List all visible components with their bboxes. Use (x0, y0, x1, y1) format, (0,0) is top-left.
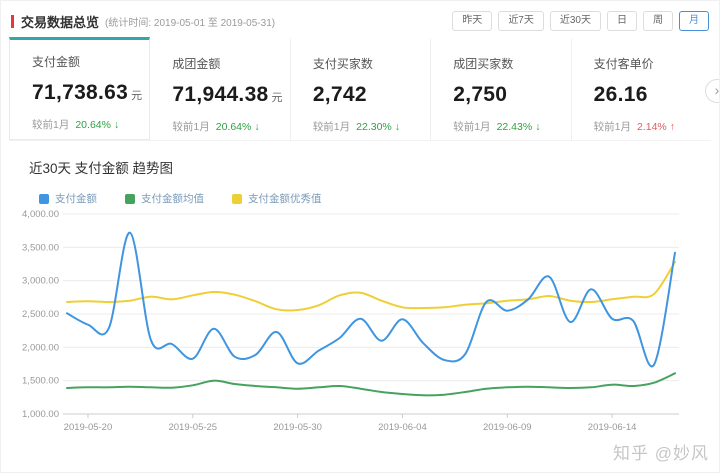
card-label: 支付客单价 (593, 57, 654, 71)
svg-text:2019-06-14: 2019-06-14 (588, 422, 637, 433)
chart-legend: 支付金额 支付金额均值 支付金额优秀值 (39, 191, 711, 206)
card-label: 支付金额 (32, 55, 81, 69)
svg-text:3,500.00: 3,500.00 (22, 242, 59, 253)
compare-label: 较前1月 (593, 121, 631, 133)
legend-swatch-blue (39, 193, 49, 204)
filter-last7days-button[interactable]: 近7天 (498, 11, 544, 31)
card-label: 成团买家数 (453, 57, 514, 71)
svg-text:2019-05-25: 2019-05-25 (168, 422, 217, 433)
svg-text:2019-06-09: 2019-06-09 (483, 422, 532, 433)
header: 交易数据总览 (统计时间: 2019-05-01 至 2019-05-31) 昨… (9, 9, 711, 33)
trend-down-icon: ↓ (394, 121, 401, 133)
title-accent-bar (11, 14, 14, 28)
trend-down-icon: ↓ (535, 121, 541, 133)
legend-swatch-green (125, 193, 135, 204)
compare-label: 较前1月 (32, 119, 70, 131)
svg-text:2019-05-20: 2019-05-20 (64, 422, 113, 433)
change-percent: 22.43% (496, 121, 533, 133)
svg-text:2,500.00: 2,500.00 (22, 309, 59, 320)
change-percent: 22.30% (356, 121, 392, 133)
card-value: 71,944.38 (172, 83, 269, 106)
svg-text:1,000.00: 1,000.00 (22, 409, 59, 420)
stat-cards-row: 支付金额 71,738.63 元 较前1月 20.64% ↓ 成团金额 71,944.… (9, 37, 711, 141)
legend-label: 支付金额 (55, 193, 97, 205)
legend-item-payment-amount[interactable]: 支付金额 (39, 191, 97, 206)
time-filter-group: 昨天 近7天 近30天 日 周 月 (446, 11, 709, 31)
card-value: 2,742 (312, 83, 367, 106)
svg-text:2019-05-30: 2019-05-30 (273, 422, 322, 433)
svg-text:4,000.00: 4,000.00 (22, 209, 59, 220)
legend-label: 支付金额均值 (141, 193, 204, 205)
card-label: 成团金额 (172, 57, 221, 71)
trend-down-icon: ↓ (113, 119, 120, 131)
card-paying-buyers[interactable]: 支付买家数 2,742 较前1月 22.30% ↓ (291, 37, 432, 140)
card-avg-order-value[interactable]: 支付客单价 26.16 较前1月 2.14% ↑ (572, 37, 711, 140)
change-percent: 20.64% (215, 121, 252, 133)
card-value: 2,750 (453, 83, 508, 106)
card-value: 26.16 (593, 83, 648, 106)
card-group-buyers[interactable]: 成团买家数 2,750 较前1月 22.43% ↓ (431, 37, 572, 140)
filter-last30days-button[interactable]: 近30天 (549, 11, 601, 31)
card-unit: 元 (131, 90, 143, 102)
card-payment-amount[interactable]: 支付金额 71,738.63 元 较前1月 20.64% ↓ (9, 37, 151, 140)
trend-down-icon: ↓ (254, 121, 260, 133)
svg-text:3,000.00: 3,000.00 (22, 276, 59, 287)
svg-text:1,500.00: 1,500.00 (22, 376, 59, 387)
change-percent: 2.14% (636, 121, 667, 133)
filter-month-button[interactable]: 月 (679, 11, 709, 31)
trend-up-icon: ↑ (669, 121, 675, 133)
card-unit: 元 (271, 92, 283, 104)
card-label: 支付买家数 (312, 57, 373, 71)
compare-label: 较前1月 (312, 121, 351, 133)
card-group-amount[interactable]: 成团金额 71,944.38 元 较前1月 20.64% ↓ (150, 37, 291, 140)
legend-swatch-yellow (232, 193, 242, 204)
compare-label: 较前1月 (453, 121, 491, 133)
filter-week-button[interactable]: 周 (643, 11, 673, 31)
svg-text:2019-06-04: 2019-06-04 (378, 422, 427, 433)
page-title: 交易数据总览 (21, 14, 100, 30)
filter-yesterday-button[interactable]: 昨天 (452, 11, 493, 31)
watermark: 知乎 @妙风 (613, 444, 709, 463)
stat-period-note: (统计时间: 2019-05-01 至 2019-05-31) (105, 17, 276, 29)
card-value: 71,738.63 (32, 81, 129, 104)
compare-label: 较前1月 (172, 121, 210, 133)
change-percent: 20.64% (75, 119, 111, 131)
legend-item-payment-excellent[interactable]: 支付金额优秀值 (232, 191, 322, 206)
filter-day-button[interactable]: 日 (607, 11, 637, 31)
chart-title: 近30天 支付金额 趋势图 (29, 161, 174, 176)
svg-text:2,000.00: 2,000.00 (22, 342, 59, 353)
legend-item-payment-average[interactable]: 支付金额均值 (125, 191, 204, 206)
trend-chart: 1,000.00 1,500.00 2,000.00 2,500.00 3,000.00… (9, 208, 711, 461)
legend-label: 支付金额优秀值 (248, 193, 322, 205)
